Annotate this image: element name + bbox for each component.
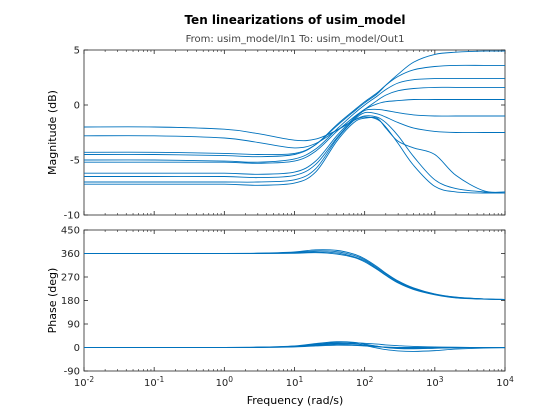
x-tick-label: 100: [216, 375, 234, 389]
x-tick-label: 102: [356, 375, 374, 389]
x-tick-label: 10-1: [144, 375, 164, 389]
magnitude-y-tick-label: -5: [70, 156, 80, 167]
x-tick-label: 10-2: [74, 375, 94, 389]
magnitude-axes-frame: [83, 49, 506, 216]
phase-trace-10: [84, 344, 505, 348]
chart-title: Ten linearizations of usim_model: [184, 13, 405, 28]
phase-y-axis-label: Phase (deg): [46, 268, 59, 334]
magnitude-y-axis-label: Magnitude (dB): [46, 90, 59, 175]
magnitude-trace-9: [84, 111, 505, 183]
magnitude-trace-3: [83, 50, 506, 156]
magnitude-trace-8: [84, 108, 505, 179]
phase-y-tick-label: 360: [61, 249, 80, 260]
x-axis-label: Frequency (rad/s): [247, 394, 344, 407]
magnitude-trace-5: [83, 78, 505, 163]
chart-subtitle: From: usim_model/In1 To: usim_model/Out1: [186, 34, 405, 45]
phase-y-tick-label: -90: [64, 367, 80, 378]
magnitude-y-tick-label: 0: [74, 101, 80, 112]
magnitude-trace-1: [83, 115, 506, 194]
phase-y-tick-label: 180: [61, 296, 80, 307]
magnitude-trace-4: [83, 64, 505, 158]
phase-y-tick-label: 450: [61, 226, 80, 237]
magnitude-trace-2: [83, 116, 506, 194]
x-tick-label: 104: [496, 375, 514, 389]
x-tick-label: 101: [286, 375, 304, 389]
magnitude-y-tick-label: 5: [74, 46, 80, 57]
magnitude-y-tick-label: -10: [64, 211, 80, 222]
magnitude-panel: 5 0 -5 -10 Magnitude (dB): [46, 46, 506, 222]
magnitude-trace-7: [84, 98, 505, 175]
phase-y-tick-label: 90: [67, 320, 80, 331]
phase-panel: 450 360 270 180 90 0 -90 Phase (deg) 10-2 10-1 100…: [46, 226, 514, 390]
phase-y-tick-label: 270: [61, 273, 80, 284]
phase-trace-4: [83, 252, 506, 300]
magnitude-trace-10: [83, 116, 506, 193]
phase-y-tick-label: 0: [74, 343, 80, 354]
x-tick-label: 103: [426, 375, 444, 389]
